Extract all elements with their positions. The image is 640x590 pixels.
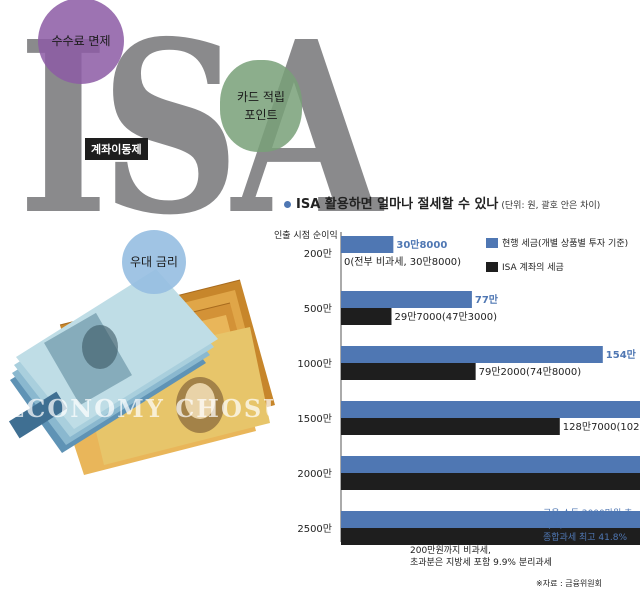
bar-current-tax [341, 401, 640, 418]
bar-current-tax [341, 456, 640, 473]
watermark: ECONOMY CHOSUN [6, 394, 311, 423]
title-bullet-icon [284, 201, 291, 208]
bubble-card-line1: 카드 적립 [237, 90, 285, 104]
bubble-card-points: 카드 적립 포인트 [220, 60, 302, 152]
bubble-fee-waiver: 수수료 면제 [38, 0, 124, 84]
legend: 현행 세금(개별 상품별 투자 기준) ISA 계좌의 세금 [486, 236, 628, 284]
bar-current-tax [341, 291, 472, 308]
bubble-card-line2: 포인트 [244, 108, 278, 122]
legend-swatch [486, 261, 498, 272]
bubble-card-label: 카드 적립 포인트 [237, 88, 285, 124]
y-axis-header: 인출 시점 순이익 [274, 231, 338, 241]
bar-isa-tax [341, 308, 392, 325]
source-note: ※자료 : 금융위원회 [536, 579, 603, 588]
tag-account-transfer: 계좌이동제 [85, 138, 148, 160]
legend-item: 현행 세금(개별 상품별 투자 기준) [486, 236, 628, 249]
chart-title-text: ISA 활용하면 얼마나 절세할 수 있나 [296, 197, 499, 212]
category-label: 2000만 [297, 468, 332, 480]
category-label: 2500만 [297, 523, 332, 535]
legend-label: 현행 세금(개별 상품별 투자 기준) [502, 239, 629, 249]
data-label-current-tax: 154만 [606, 348, 637, 361]
bubble-rate-label: 우대 금리 [130, 255, 178, 269]
bill-stack-blue [8, 269, 218, 453]
bubble-preferential-rate: 우대 금리 [122, 230, 186, 294]
bar-isa-tax [341, 363, 476, 380]
data-label-isa-tax: 79만2000(74만8000) [479, 366, 582, 378]
annotation-top-line2: 종합과세 최고 41.8% [543, 533, 627, 544]
annotation-top-line1: 금융 소득 2000만원 초과 시 [543, 509, 633, 532]
bar-isa-tax [341, 473, 640, 490]
data-label-isa-tax: 128만7000(102만3000) [563, 421, 640, 433]
legend-item: ISA 계좌의 세금 [486, 260, 628, 273]
bar-isa-tax [341, 418, 560, 435]
legend-label: ISA 계좌의 세금 [502, 263, 564, 273]
category-label: 500만 [304, 303, 332, 315]
data-label-current-tax: 30만8000 [396, 238, 447, 251]
category-label: 1000만 [297, 358, 332, 370]
data-label-current-tax: 77만 [475, 293, 499, 306]
bar-current-tax [341, 346, 603, 363]
legend-swatch [486, 237, 498, 248]
data-label-isa-tax: 29만7000(47만3000) [394, 311, 497, 323]
annotation-top: 금융 소득 2000만원 초과 시 종합과세 최고 41.8% [543, 508, 640, 544]
chart-title: ISA 활용하면 얼마나 절세할 수 있나 (단위: 원, 괄호 안은 차이) [284, 193, 600, 212]
annotation-bottom-line2: 초과분은 지방세 포함 9.9% 분리과세 [410, 558, 552, 569]
annotation-bottom-line1: 200만원까지 비과세, [410, 546, 491, 556]
annotation-bottom: 200만원까지 비과세, 초과분은 지방세 포함 9.9% 분리과세 [410, 545, 552, 569]
bubble-fee-label: 수수료 면제 [51, 34, 111, 48]
chart-unit-note: (단위: 원, 괄호 안은 차이) [501, 201, 601, 211]
money-illustration [8, 269, 275, 475]
